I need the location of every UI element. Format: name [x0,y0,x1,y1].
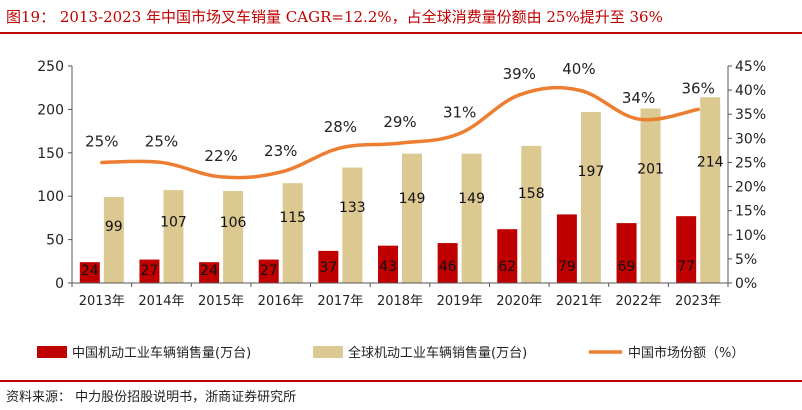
market-share-value-label: 25% [85,132,118,150]
global-sales-value-label: 201 [637,162,664,178]
y-left-tick-label: 150 [37,146,64,162]
y-right-tick-label: 15% [735,204,766,220]
y-right-tick-label: 35% [735,107,766,123]
china-sales-bar [79,262,100,283]
global-sales-bar [163,190,184,283]
y-right-tick-label: 20% [735,180,766,196]
title-divider [0,32,802,34]
global-sales-bar [103,197,124,283]
legend-share-label: 中国市场份额（%） [628,345,744,361]
market-share-value-label: 22% [204,147,237,165]
global-sales-value-label: 133 [339,200,366,216]
china-sales-value-label: 27 [141,263,159,279]
china-sales-bar [139,259,160,283]
y-left-tick-label: 200 [37,102,64,118]
global-sales-value-label: 149 [399,191,426,207]
global-sales-bar [282,183,303,283]
x-tick-label: 2013年 [79,294,125,309]
china-sales-value-label: 43 [379,259,397,275]
y-right-tick-label: 30% [735,131,766,147]
global-sales-value-label: 106 [220,215,247,231]
global-sales-value-label: 158 [518,186,545,202]
x-tick-label: 2022年 [615,294,661,309]
china-sales-value-label: 46 [439,259,457,275]
x-tick-label: 2020年 [496,294,542,309]
global-sales-value-label: 115 [279,210,306,226]
market-share-value-label: 29% [383,113,416,131]
global-sales-bar [402,153,422,283]
china-sales-value-label: 27 [260,263,278,279]
footer-divider [0,380,802,382]
title-bar: 图19： 2013-2023 年中国市场叉车销量 CAGR=12.2%，占全球消… [0,0,802,30]
global-sales-bar [580,112,601,283]
legend-china-label: 中国机动工业车辆销售量(万台) [72,345,251,361]
market-share-value-label: 28% [324,118,357,136]
x-tick-label: 2016年 [258,294,304,309]
china-sales-bar [556,214,577,283]
chart-title: 图19： 2013-2023 年中国市场叉车销量 CAGR=12.2%，占全球消… [6,8,663,26]
market-share-value-label: 34% [622,89,655,107]
market-share-value-label: 36% [682,79,715,97]
y-left-tick-label: 50 [46,233,64,249]
market-share-line [100,85,700,180]
y-left-tick-label: 100 [37,189,64,205]
y-left-tick-label: 250 [37,59,64,75]
y-right-tick-label: 45% [735,59,766,75]
x-tick-label: 2014年 [138,294,184,309]
global-sales-value-label: 149 [458,191,485,207]
y-right-tick-label: 0% [735,276,757,292]
china-sales-value-label: 37 [319,260,337,276]
global-sales-bar [461,153,482,283]
market-share-value-label: 40% [562,60,595,78]
legend-global-swatch [313,346,343,358]
y-left-tick-label: 0 [55,276,64,292]
china-sales-value-label: 24 [81,263,99,279]
x-tick-label: 2018年 [377,294,423,309]
china-sales-bar [378,245,398,283]
market-share-value-label: 31% [443,104,476,122]
legend-global-label: 全球机动工业车辆销售量(万台) [348,345,527,361]
market-share-value-label: 25% [145,132,178,150]
global-sales-value-label: 214 [697,154,724,170]
china-sales-value-label: 62 [498,259,516,275]
y-right-tick-label: 5% [735,252,757,268]
china-sales-value-label: 79 [558,259,576,275]
source-note: 资料来源： 中力股份招股说明书，浙商证券研究所 [6,390,297,405]
legend-china-swatch [37,346,67,358]
global-sales-value-label: 99 [105,219,123,235]
y-right-tick-label: 25% [735,155,766,171]
global-sales-value-label: 197 [578,164,605,180]
chart: 0 50 100 150 200 250 0% 5% 10% 15% 20% 25% 30% 35% 40%… [37,59,766,361]
china-sales-bar [437,243,458,283]
x-tick-label: 2019年 [437,294,483,309]
x-tick-label: 2021年 [556,294,602,309]
global-sales-value-label: 107 [160,215,187,231]
china-sales-bar [318,250,339,283]
y-right-tick-label: 10% [735,228,766,244]
x-tick-label: 2015年 [198,294,244,309]
y-right-tick-label: 40% [735,83,766,99]
china-sales-value-label: 77 [677,259,695,275]
china-sales-bar [616,223,637,283]
china-sales-bar [676,216,697,283]
china-sales-bar [199,262,220,283]
global-sales-bar [700,97,721,283]
x-tick-label: 2023年 [675,294,721,309]
x-tick-label: 2017年 [317,294,363,309]
market-share-value-label: 39% [503,65,536,83]
global-sales-bar [223,190,244,283]
global-sales-bar [342,167,363,283]
global-sales-bar [640,108,661,283]
market-share-value-label: 23% [264,142,297,160]
china-sales-value-label: 24 [200,263,218,279]
china-sales-bar [258,259,279,283]
global-sales-bar [521,145,542,283]
china-sales-value-label: 69 [618,259,636,275]
china-sales-bar [497,229,518,283]
